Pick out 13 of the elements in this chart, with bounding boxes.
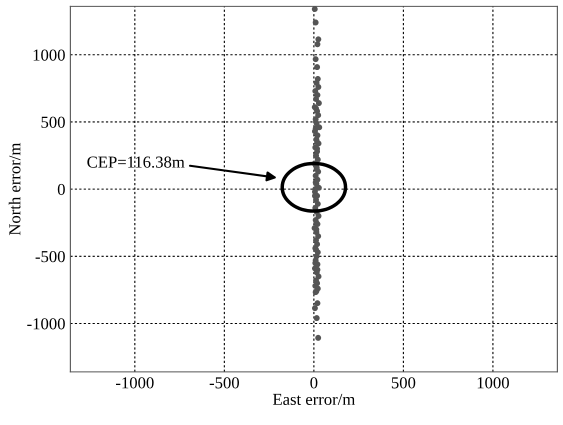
y-tick-label: 1000 — [34, 49, 65, 61]
y-tick-label: 500 — [41, 116, 65, 128]
annotation: CEP=116.38m — [87, 156, 185, 168]
x-axis-title: East error/m — [272, 394, 356, 405]
x-tick-label: 0 — [310, 377, 318, 388]
x-tick-label: -500 — [210, 377, 239, 388]
x-tick-label: 1000 — [478, 377, 509, 388]
y-tick-label: -500 — [36, 251, 65, 262]
x-tick-label: 500 — [392, 377, 416, 388]
y-axis-title: North error/m — [8, 142, 20, 236]
x-tick-label: -1000 — [116, 377, 154, 388]
y-tick-label: 0 — [58, 184, 65, 196]
y-tick-label: -1000 — [27, 318, 65, 330]
